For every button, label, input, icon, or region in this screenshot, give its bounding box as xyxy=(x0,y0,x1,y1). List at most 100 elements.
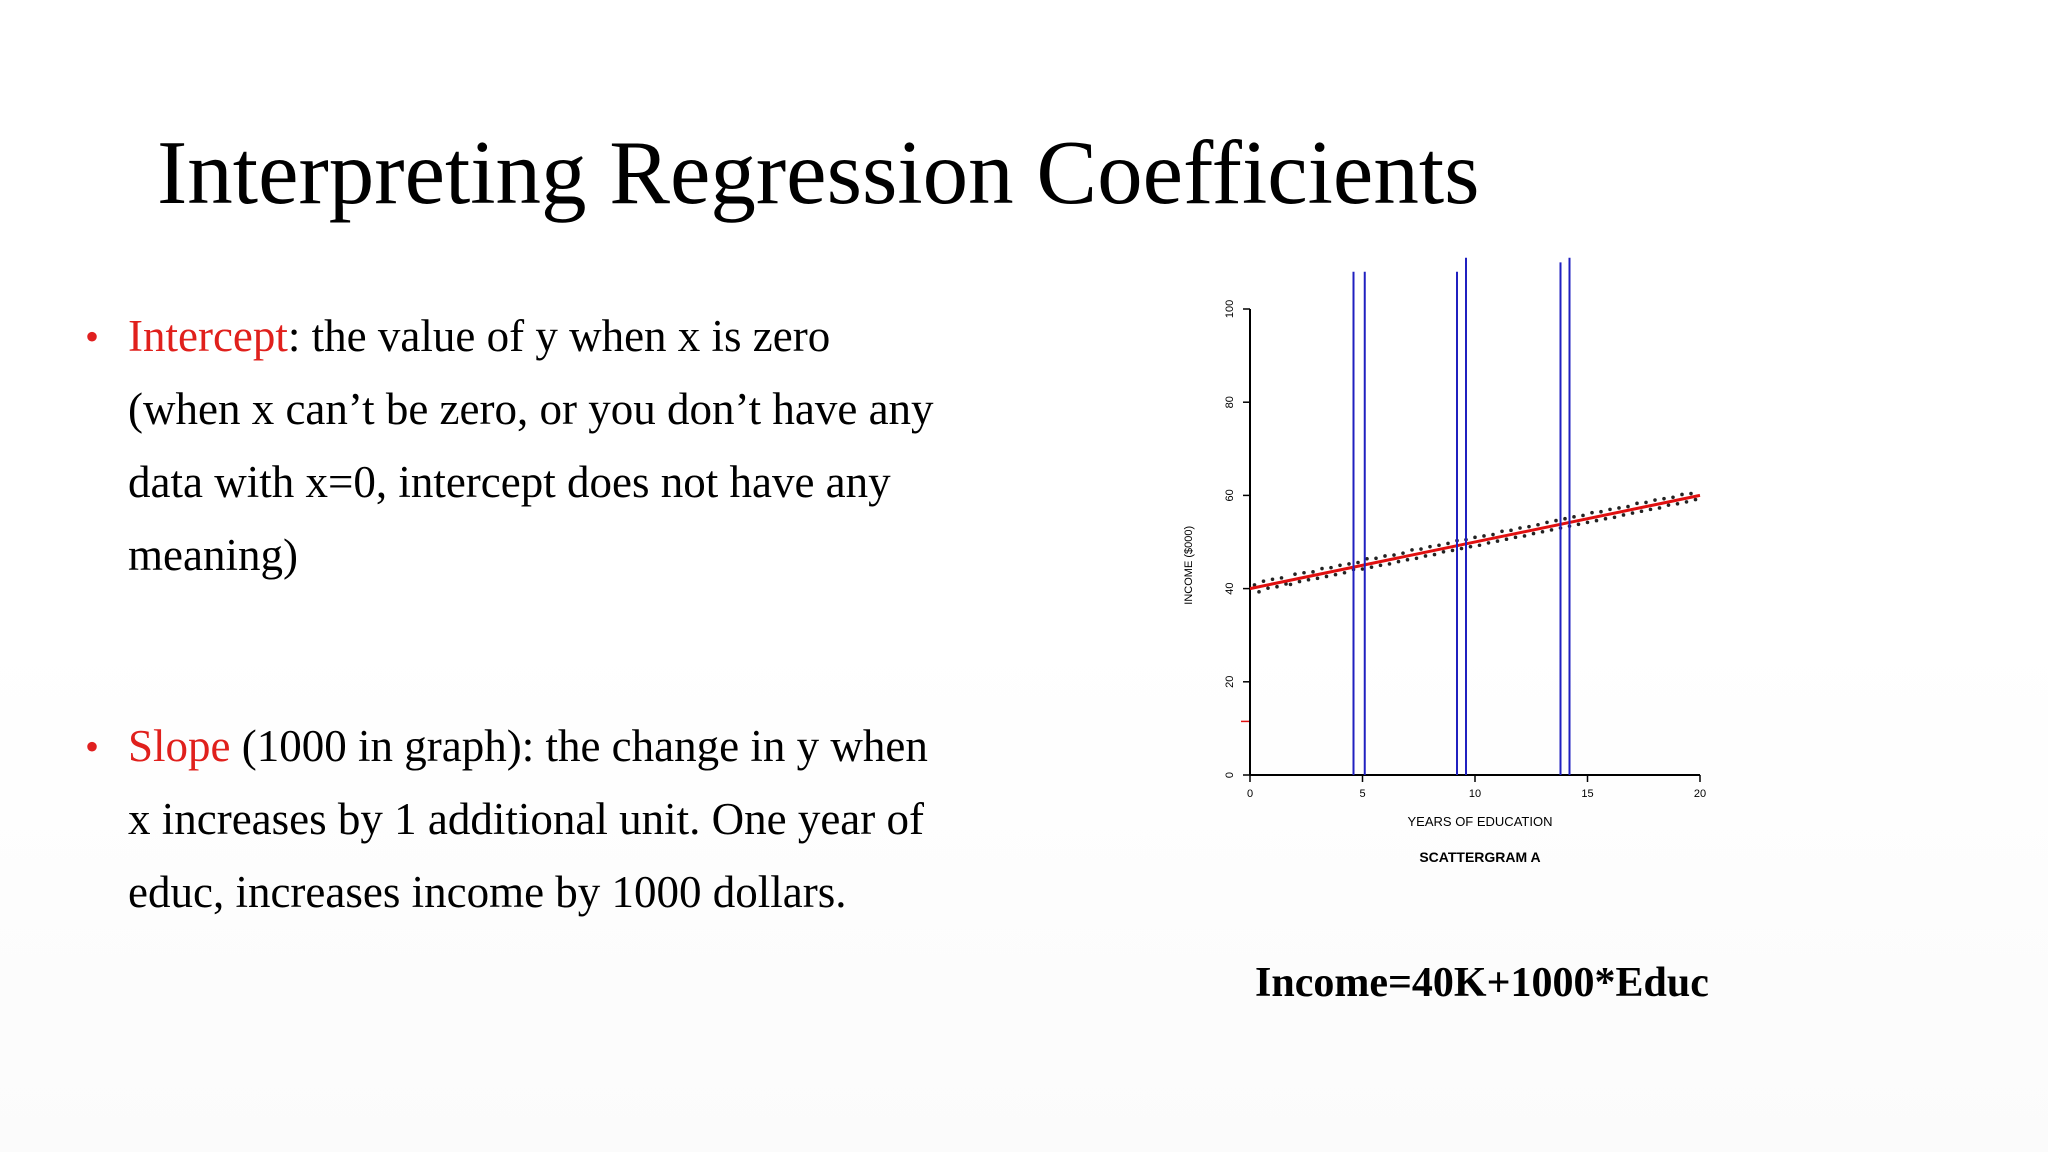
scatter-point xyxy=(1500,529,1504,534)
scatter-point xyxy=(1563,516,1567,521)
scatter-point xyxy=(1428,544,1432,549)
scatter-point xyxy=(1293,572,1297,576)
scatter-point xyxy=(1599,509,1603,514)
regression-line xyxy=(1249,493,1701,591)
bullet-dot: • xyxy=(85,724,100,769)
x-tick-label: 5 xyxy=(1359,788,1365,800)
scatter-point xyxy=(1284,582,1288,586)
scatter-point xyxy=(1477,543,1482,548)
bullet-dot: • xyxy=(85,314,100,359)
scatter-point xyxy=(1279,576,1284,580)
scatter-point xyxy=(1513,535,1518,540)
scatter-plot-svg: 0 5 10 15 20 0 20 40 60 80 100 YEARS OF EDUCATION IN… xyxy=(1183,257,1706,865)
scatter-point xyxy=(1257,590,1261,594)
y-tick-label: 0 xyxy=(1224,772,1236,778)
scatter-point xyxy=(1252,583,1257,587)
scatter-point xyxy=(1486,541,1491,545)
scatter-point xyxy=(1347,562,1351,566)
scatter-point xyxy=(1401,551,1405,555)
bullet-line: (when x can’t be zero, or you don’t have… xyxy=(128,384,934,434)
scatter-point xyxy=(1473,535,1477,540)
scatter-point xyxy=(1423,554,1428,558)
regression-equation: Income=40K+1000*Educ xyxy=(1255,960,1709,1006)
x-tick-label: 15 xyxy=(1581,788,1593,800)
scatter-point xyxy=(1266,586,1270,590)
scatter-point xyxy=(1549,528,1554,532)
scatter-point xyxy=(1581,513,1585,518)
bullet-first-line-rest: (1000 in graph): the change in y when xyxy=(230,721,928,771)
scatter-point xyxy=(1554,518,1558,523)
scatter-point xyxy=(1572,515,1576,519)
scatter-point xyxy=(1545,520,1549,525)
scatter-point xyxy=(1626,504,1630,509)
x-tick-label: 10 xyxy=(1469,788,1481,800)
scatter-point xyxy=(1617,506,1621,510)
scatter-point xyxy=(1450,548,1455,553)
scatter-point xyxy=(1432,552,1437,557)
scatter-point xyxy=(1531,531,1536,536)
scatter-point xyxy=(1671,495,1675,500)
scatter-point xyxy=(1693,497,1698,502)
scatter-point xyxy=(1396,559,1401,564)
scatter-point xyxy=(1270,577,1275,582)
scatter-point xyxy=(1504,537,1509,542)
y-axis-label: INCOME ($000) xyxy=(1183,526,1195,605)
scatter-point xyxy=(1630,511,1635,515)
scatter-point xyxy=(1612,515,1617,520)
y-tick-label: 60 xyxy=(1224,489,1236,501)
bullet-text: Slope (1000 in graph): the change in y w… xyxy=(128,710,1068,929)
x-tick-label: 0 xyxy=(1247,788,1253,800)
scatter-point xyxy=(1608,507,1612,512)
slide-title: Interpreting Regression Coefficients xyxy=(157,122,1480,223)
x-tick-label: 20 xyxy=(1694,788,1706,800)
scatter-point xyxy=(1675,501,1680,506)
scatter-point xyxy=(1491,532,1495,537)
scatter-point xyxy=(1509,528,1513,533)
scatter-point xyxy=(1603,516,1608,521)
scatter-point xyxy=(1648,507,1653,512)
scatter-point xyxy=(1288,582,1293,587)
scatter-point xyxy=(1306,577,1311,582)
scatter-point xyxy=(1666,503,1671,507)
scatter-point xyxy=(1680,492,1684,497)
scatter-point xyxy=(1419,547,1423,551)
scatter-point xyxy=(1639,509,1644,514)
scatter-point xyxy=(1495,539,1500,543)
bullet-first-line-rest: : the value of y when x is zero xyxy=(287,311,831,361)
scatter-point xyxy=(1644,500,1648,505)
y-tick-label: 80 xyxy=(1224,396,1236,408)
y-tick-label: 20 xyxy=(1224,676,1236,688)
chart-title: SCATTERGRAM A xyxy=(1419,849,1540,865)
scatter-point xyxy=(1387,562,1392,566)
scatter-point xyxy=(1297,579,1302,584)
term-slope: Slope xyxy=(128,721,231,771)
scatter-point xyxy=(1441,549,1446,554)
bullet-line: meaning) xyxy=(128,530,298,580)
scatter-point xyxy=(1392,553,1396,557)
bullet-line: educ, increases income by 1000 dollars. xyxy=(128,867,847,917)
scatter-point xyxy=(1437,543,1441,548)
scatter-point xyxy=(1410,548,1414,552)
scatter-point xyxy=(1383,554,1387,558)
bullet-text: Intercept: the value of y when x is zero… xyxy=(128,300,1068,592)
scatter-point xyxy=(1320,566,1324,571)
scatter-point xyxy=(1342,570,1347,575)
scatter-point xyxy=(1684,500,1689,504)
scatter-point xyxy=(1540,529,1545,534)
scatter-point xyxy=(1635,501,1639,506)
scatter-point xyxy=(1459,546,1464,551)
scatter-point xyxy=(1333,572,1338,577)
scatter-point xyxy=(1365,556,1369,561)
scatter-point xyxy=(1302,570,1306,575)
scatter-point xyxy=(1518,526,1522,530)
scatter-point xyxy=(1374,556,1378,561)
scatter-point xyxy=(1275,584,1279,589)
bullet-line: data with x=0, intercept does not have a… xyxy=(128,457,891,507)
scatter-point xyxy=(1338,563,1342,568)
scatter-point xyxy=(1662,496,1666,501)
scatter-point xyxy=(1414,556,1419,561)
scatter-point xyxy=(1621,513,1626,517)
scatter-point xyxy=(1329,565,1333,570)
scatter-point xyxy=(1522,534,1527,538)
